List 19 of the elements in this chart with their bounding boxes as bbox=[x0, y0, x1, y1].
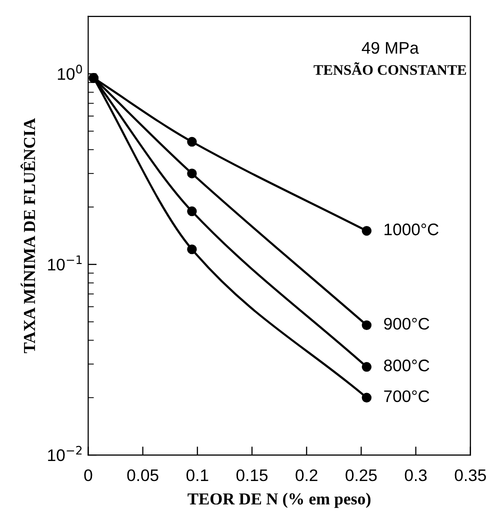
x-tick-label: 0 bbox=[84, 469, 92, 482]
series-label: 1000°C bbox=[384, 224, 438, 236]
x-tick-label: 0.3 bbox=[404, 469, 427, 482]
x-tick-label: 0.05 bbox=[127, 469, 158, 482]
x-tick-label: 0.35 bbox=[454, 469, 486, 482]
y-axis-title: TAXA MÍNIMA DE FLUÊNCIA bbox=[20, 118, 36, 354]
annotation: 49 MPa bbox=[362, 42, 419, 54]
x-tick-label: 0.25 bbox=[346, 469, 377, 482]
y-tick-label: 10$^{0}$ bbox=[58, 64, 82, 80]
series-label: 800°C bbox=[384, 360, 430, 372]
annotation: TENSÃO CONSTANTE bbox=[314, 62, 466, 75]
x-tick-label: 0.2 bbox=[296, 469, 318, 482]
x-tick-label: 0.15 bbox=[236, 469, 268, 482]
series-label: 900°C bbox=[384, 318, 430, 330]
y-tick-label: 10$^{−1}$ bbox=[48, 255, 82, 271]
x-tick-label: 0.1 bbox=[186, 469, 208, 482]
series-label: 700°C bbox=[384, 390, 430, 402]
y-tick-label: 10$^{−2}$ bbox=[48, 446, 82, 462]
x-axis-title: TEOR DE N (% em peso) bbox=[188, 492, 370, 508]
